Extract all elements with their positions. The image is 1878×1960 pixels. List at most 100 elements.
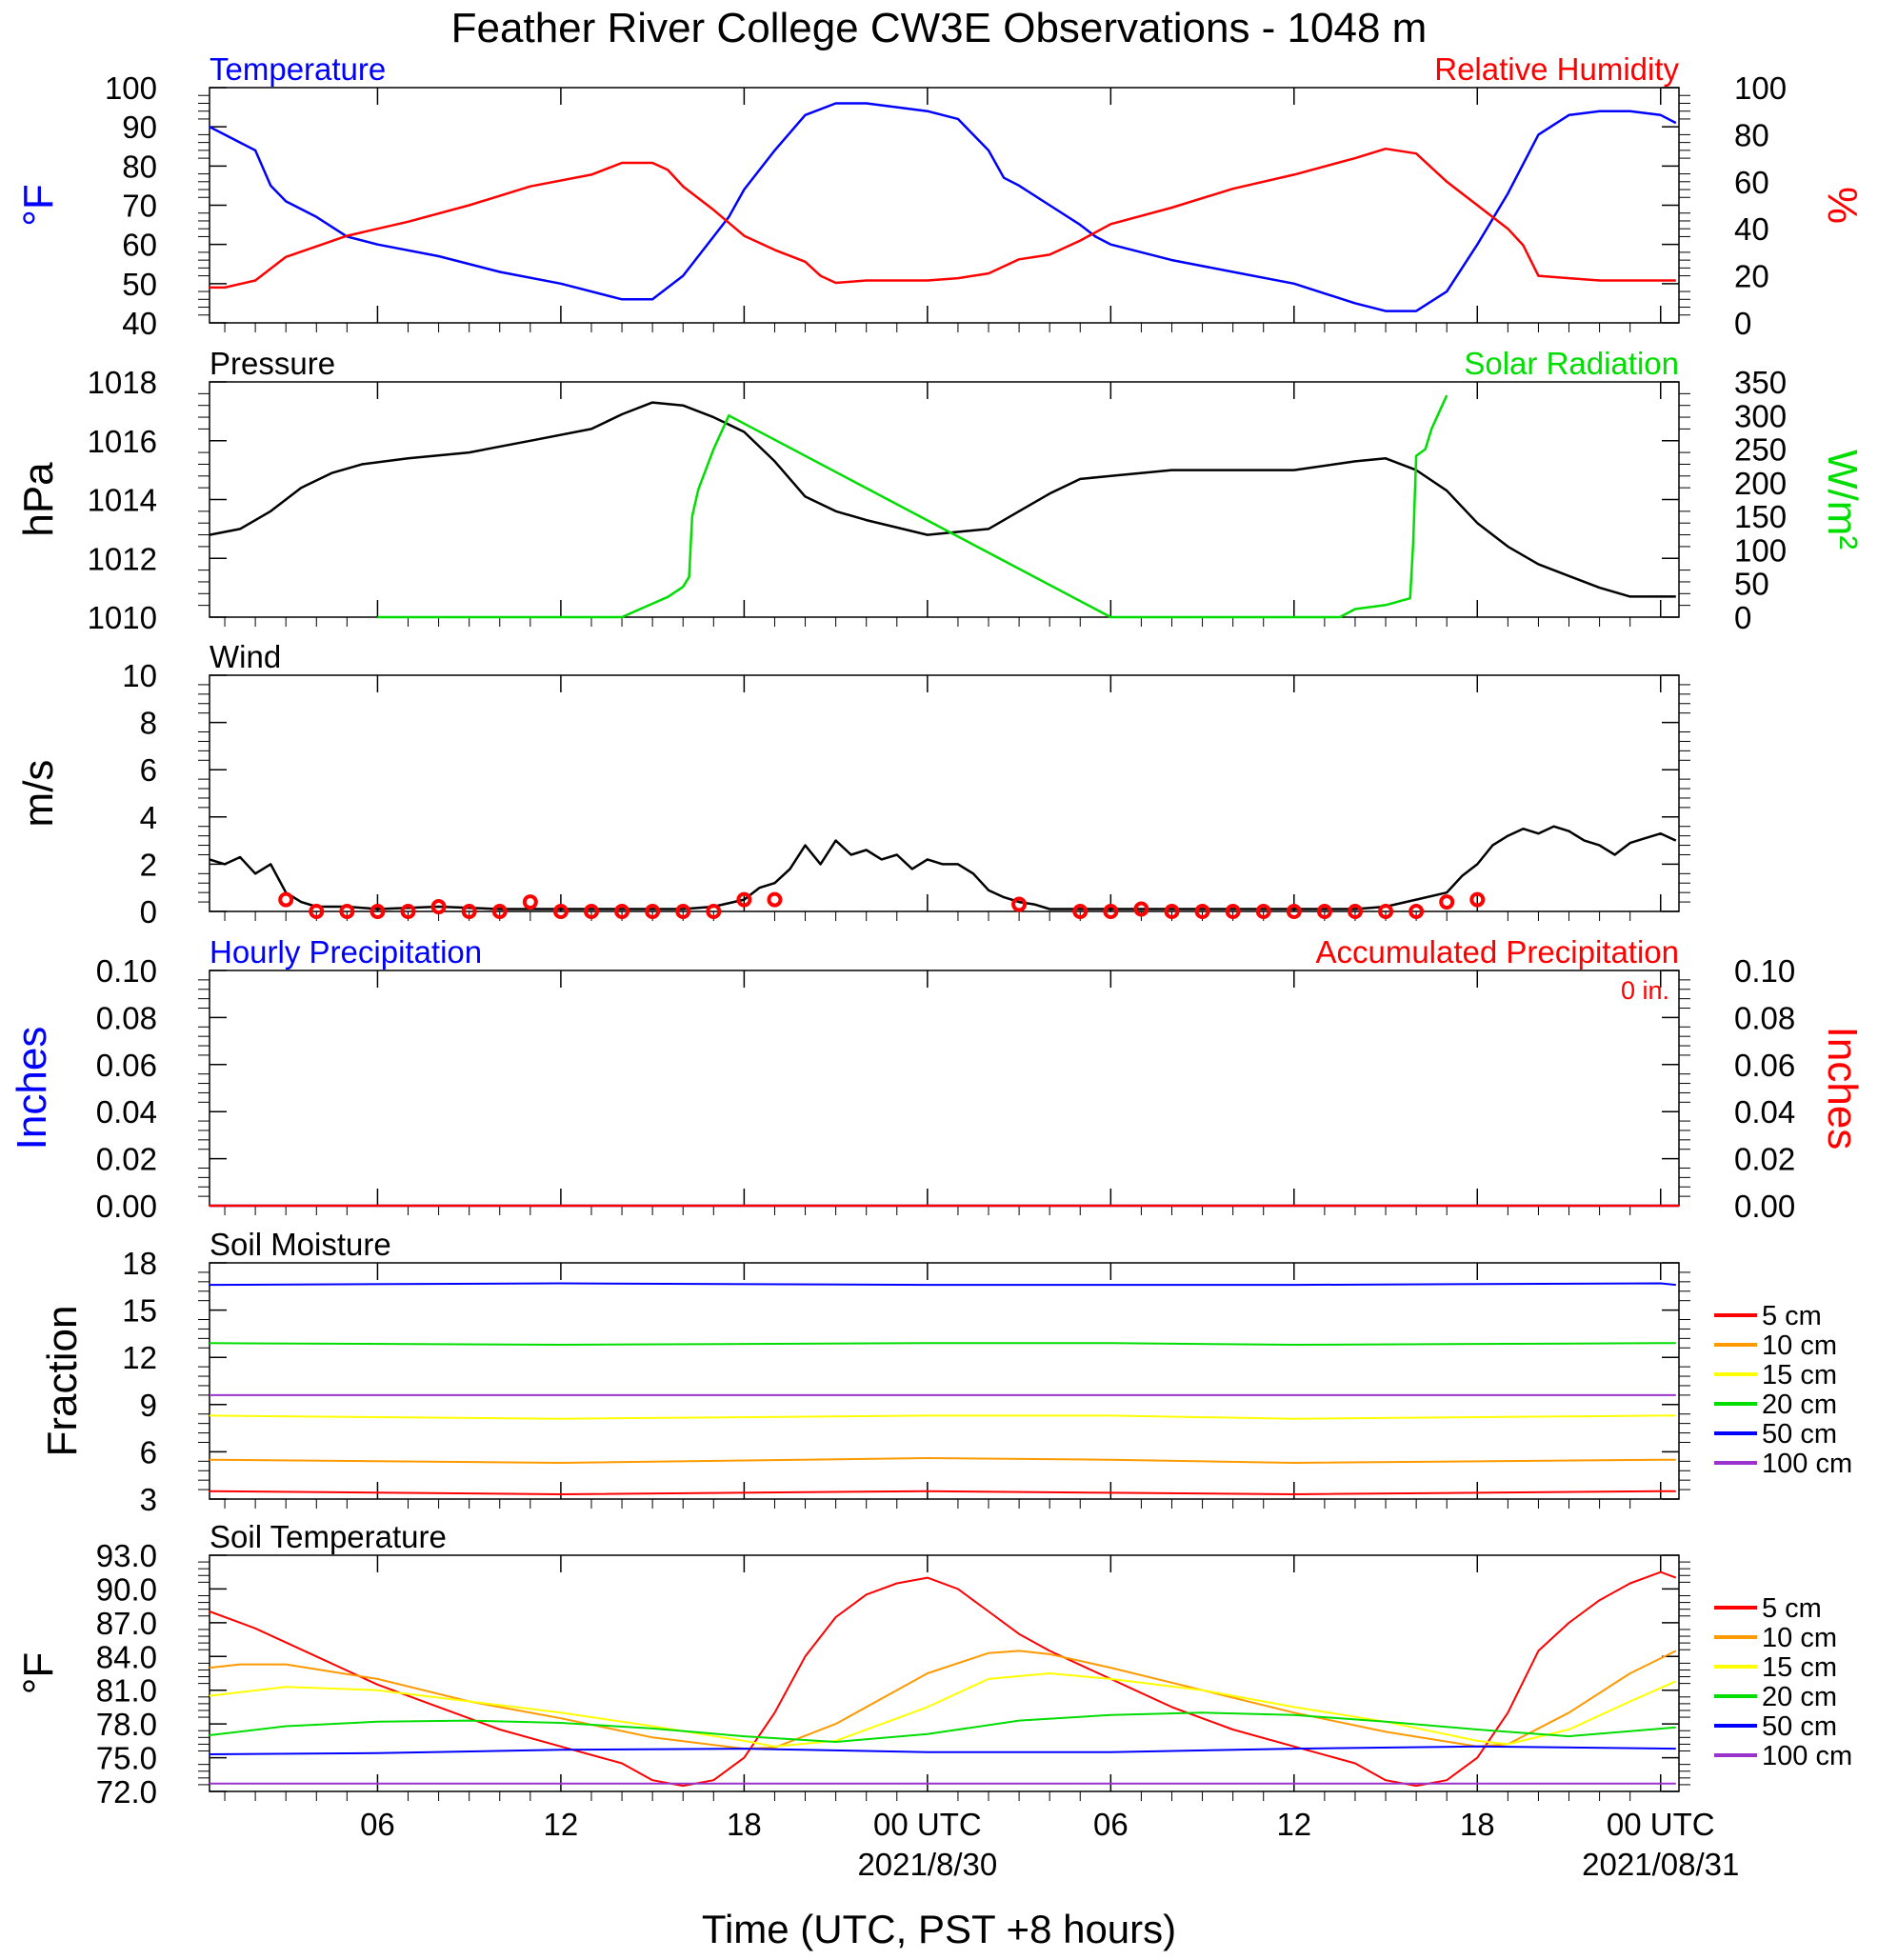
- y-tick-label-right: 50: [1734, 567, 1769, 602]
- y-axis-label-right: %: [1819, 187, 1866, 224]
- y-tick-label-left: 4: [140, 800, 157, 835]
- y-tick-label-left: 81.0: [96, 1673, 157, 1709]
- y-tick-label-left: 18: [122, 1246, 157, 1281]
- y-tick-label-left: 87.0: [96, 1606, 157, 1641]
- y-tick-label-left: 60: [122, 228, 157, 263]
- y-tick-label-left: 90: [122, 110, 157, 145]
- wind-marker: [1164, 904, 1180, 919]
- x-tick-date-label: 2021/08/31: [1582, 1847, 1739, 1882]
- y-tick-label-right: 250: [1734, 432, 1787, 468]
- wind-marker: [736, 891, 752, 908]
- plot-frame: [209, 970, 1680, 1207]
- y-tick-label-left: 3: [140, 1482, 157, 1517]
- wind-marker: [1133, 901, 1149, 917]
- panel-title-left: Wind: [210, 639, 281, 674]
- series-line-50-cm: [209, 1282, 1676, 1287]
- wind-marker: [1011, 896, 1028, 912]
- y-axis-label-left: °F: [15, 184, 62, 226]
- y-tick-label-right: 300: [1734, 398, 1787, 433]
- wind-marker: [675, 904, 691, 919]
- wind-marker: [706, 904, 722, 919]
- y-tick-label-left: 8: [140, 706, 157, 741]
- y-tick-label-right: 350: [1734, 365, 1787, 400]
- wind-marker: [1194, 904, 1210, 919]
- y-tick-label-left: 6: [140, 752, 157, 788]
- chart-panels: Temperature Relative Humidity405060708090…: [9, 51, 1866, 1810]
- legend-label: 50 cm: [1762, 1419, 1837, 1450]
- series-line-10-cm: [209, 1457, 1676, 1464]
- wind-marker: [1316, 904, 1332, 919]
- wind-marker: [278, 891, 294, 908]
- y-tick-label-left: 0.02: [96, 1142, 157, 1177]
- series-line-50-cm: [209, 1745, 1676, 1755]
- y-tick-label-left: 75.0: [96, 1741, 157, 1776]
- panel-soil_temp: Soil Temperature 72.075.078.081.084.087.0…: [15, 1519, 1852, 1810]
- y-tick-label-right: 0.02: [1734, 1142, 1795, 1177]
- wind-marker: [400, 904, 416, 919]
- series-line-5-cm: [209, 1570, 1677, 1788]
- wind-marker: [645, 904, 661, 919]
- series-line-20-cm: [209, 1711, 1676, 1743]
- y-tick-label-left: 0.08: [96, 1000, 157, 1035]
- y-tick-label-left: 6: [140, 1434, 157, 1470]
- y-axis-label-left: m/s: [15, 760, 62, 828]
- y-tick-label-left: 100: [105, 70, 157, 106]
- y-axis-label-left: hPa: [15, 462, 62, 537]
- plot-frame: [209, 1554, 1680, 1792]
- legend-label: 20 cm: [1762, 1682, 1837, 1712]
- wind-marker: [1286, 904, 1302, 919]
- series-line-15-cm: [209, 1672, 1677, 1748]
- y-tick-label-right: 0.10: [1734, 953, 1795, 989]
- x-tick-label: 12: [1276, 1807, 1311, 1842]
- wind-marker: [339, 904, 355, 919]
- y-tick-label-right: 20: [1734, 259, 1769, 294]
- wind-marker: [309, 904, 325, 919]
- legend-label: 15 cm: [1762, 1360, 1837, 1390]
- panel-pressure_solar: Pressure Solar Radiation 1010 1012 1014 1016 1…: [15, 346, 1866, 635]
- x-tick-label: 06: [1093, 1807, 1129, 1842]
- legend-label: 5 cm: [1762, 1593, 1822, 1624]
- x-tick-label: 06: [360, 1807, 395, 1842]
- wind-marker: [1408, 904, 1425, 919]
- y-tick-label-left: 0.00: [96, 1189, 157, 1224]
- series-line-temperature: [209, 102, 1677, 312]
- wind-marker: [1255, 904, 1271, 919]
- wind-marker: [767, 891, 783, 908]
- wind-marker: [1439, 894, 1455, 910]
- y-tick-label-left: 70: [122, 189, 157, 224]
- y-tick-label-left: 84.0: [96, 1639, 157, 1674]
- wind-marker: [370, 904, 386, 919]
- time-axis: 06 12 18 00 UTC 2021/8/30 06 12 18 00 UTC 2021/08…: [360, 1807, 1739, 1882]
- y-axis-label-left: Inches: [9, 1027, 55, 1150]
- wind-marker: [1103, 904, 1119, 919]
- y-tick-label-left: 90.0: [96, 1571, 157, 1607]
- wind-marker: [552, 904, 569, 919]
- legend-label: 50 cm: [1762, 1711, 1837, 1742]
- panel-temp_rh: Temperature Relative Humidity 40 50 60 70 80 90…: [15, 51, 1866, 341]
- y-tick-label-right: 200: [1734, 466, 1787, 501]
- y-tick-label-right: 0.00: [1734, 1189, 1795, 1224]
- plot-frame: [209, 1262, 1680, 1500]
- y-tick-label-left: 10: [122, 658, 157, 693]
- legend-label: 20 cm: [1762, 1390, 1837, 1420]
- wind-marker: [1469, 891, 1486, 908]
- x-tick-label: 18: [727, 1807, 762, 1842]
- series-line-wind: [209, 825, 1677, 910]
- y-tick-label-right: 0: [1734, 306, 1751, 341]
- wind-marker: [583, 904, 599, 919]
- panel-title-right: Relative Humidity: [1434, 51, 1679, 87]
- y-tick-label-right: 80: [1734, 117, 1769, 152]
- panel-precip: Hourly Precipitation Accumulated Precipit…: [9, 934, 1866, 1224]
- y-tick-label-left: 40: [122, 306, 157, 341]
- wind-marker: [1378, 904, 1394, 919]
- panel-title-left: Soil Moisture: [210, 1227, 391, 1262]
- y-tick-label-right: 0: [1734, 600, 1751, 635]
- y-tick-label-right: 100: [1734, 70, 1787, 106]
- y-tick-label-left: 50: [122, 267, 157, 302]
- y-tick-label-left: 0.10: [96, 953, 157, 989]
- y-tick-label-left: 78.0: [96, 1707, 157, 1742]
- plot-frame: [209, 87, 1680, 324]
- legend-label: 100 cm: [1762, 1449, 1852, 1479]
- series-line-solar-radiation: [377, 394, 1448, 619]
